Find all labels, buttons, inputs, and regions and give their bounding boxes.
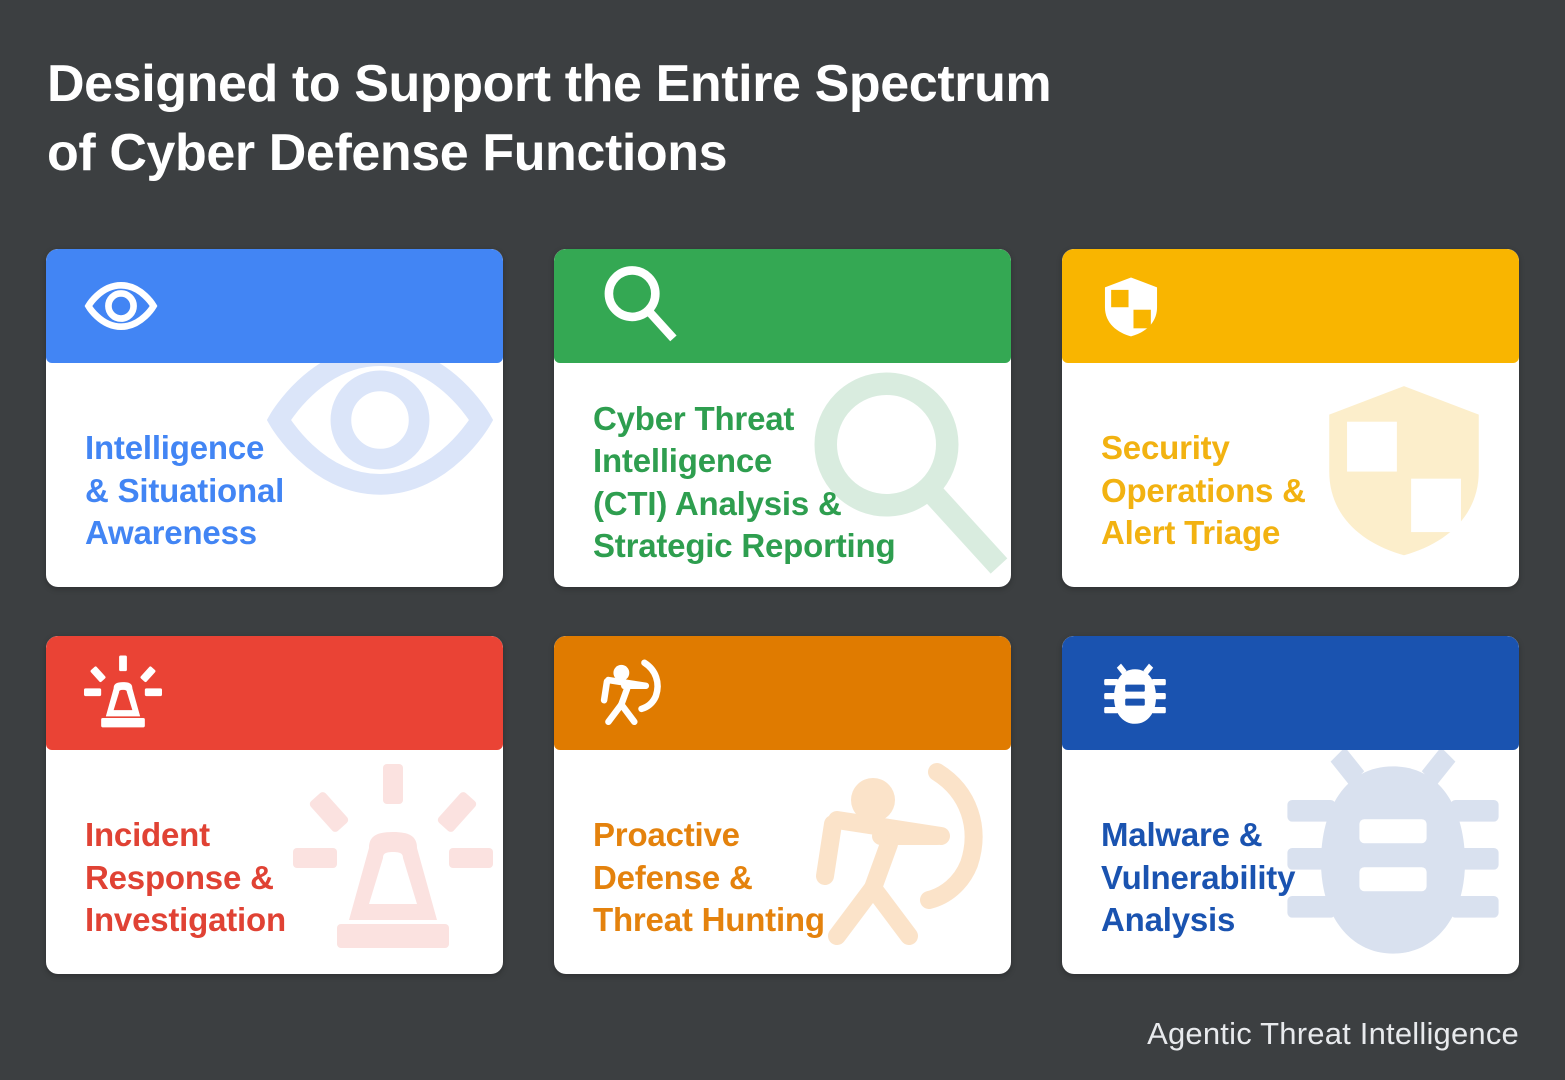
capability-card-grid: Intelligence & Situational Awareness	[46, 249, 1519, 974]
bug-icon	[1104, 663, 1166, 724]
card-title: Proactive Defense & Threat Hunting	[593, 814, 825, 941]
card-title-line: Strategic Reporting	[593, 526, 896, 564]
card-body: Intelligence & Situational Awareness	[46, 363, 503, 587]
card-title-line: Cyber Threat	[593, 400, 795, 438]
card-proactive-defense-threat-hunting[interactable]: Proactive Defense & Threat Hunting	[554, 636, 1011, 974]
card-body: Security Operations & Alert Triage	[1062, 363, 1519, 587]
card-title-line: Vulnerability	[1101, 858, 1296, 896]
card-title-line: & Situational	[85, 471, 285, 509]
eye-watermark-icon	[266, 363, 494, 495]
card-header	[1062, 249, 1519, 363]
card-body: Cyber Threat Intelligence (CTI) Analysis…	[554, 363, 1011, 587]
card-title: Incident Response & Investigation	[85, 814, 286, 941]
card-body: Malware & Vulnerability Analysis	[1062, 750, 1519, 974]
card-title-line: Intelligence	[593, 442, 773, 480]
siren-icon	[84, 655, 162, 728]
card-cyber-threat-intelligence[interactable]: Cyber Threat Intelligence (CTI) Analysis…	[554, 249, 1011, 587]
card-body: Proactive Defense & Threat Hunting	[554, 750, 1011, 974]
shield-watermark-icon	[1329, 386, 1479, 556]
magnifier-icon	[604, 265, 677, 342]
card-title-line: (CTI) Analysis &	[593, 484, 842, 522]
card-title: Security Operations & Alert Triage	[1101, 427, 1306, 554]
card-title-line: Response &	[85, 858, 274, 896]
card-title: Cyber Threat Intelligence (CTI) Analysis…	[593, 398, 896, 567]
siren-watermark-icon	[293, 764, 493, 948]
card-title-line: Incident	[85, 816, 210, 854]
card-incident-response-investigation[interactable]: Incident Response & Investigation	[46, 636, 503, 974]
card-title-line: Awareness	[85, 513, 257, 551]
page-title-line-2: of Cyber Defense Functions	[47, 123, 728, 182]
card-title-line: Defense &	[593, 858, 753, 896]
card-title: Intelligence & Situational Awareness	[85, 427, 284, 554]
card-header	[1062, 636, 1519, 750]
card-title-line: Malware &	[1101, 816, 1263, 854]
card-title-line: Intelligence	[85, 429, 265, 467]
card-header	[554, 636, 1011, 750]
card-title: Malware & Vulnerability Analysis	[1101, 814, 1295, 941]
card-security-operations-alert-triage[interactable]: Security Operations & Alert Triage	[1062, 249, 1519, 587]
card-malware-vulnerability-analysis[interactable]: Malware & Vulnerability Analysis	[1062, 636, 1519, 974]
card-title-line: Threat Hunting	[593, 900, 825, 938]
card-title-line: Alert Triage	[1101, 513, 1281, 551]
page-title-line-1: Designed to Support the Entire Spectrum	[47, 55, 1052, 113]
card-body: Incident Response & Investigation	[46, 750, 503, 974]
card-title-line: Analysis	[1101, 900, 1236, 938]
card-title-line: Proactive	[593, 816, 740, 854]
card-header	[46, 636, 503, 750]
card-intelligence-situational-awareness[interactable]: Intelligence & Situational Awareness	[46, 249, 503, 587]
archer-icon	[600, 659, 661, 726]
page-title: Designed to Support the Entire Spectrum …	[47, 50, 1347, 187]
card-header	[554, 249, 1011, 363]
card-title-line: Investigation	[85, 900, 286, 938]
archer-watermark-icon	[816, 763, 983, 945]
card-header	[46, 249, 503, 363]
eye-icon	[84, 281, 158, 331]
shield-icon	[1104, 277, 1158, 337]
footer-brand-label: Agentic Threat Intelligence	[1147, 1016, 1519, 1051]
card-title-line: Operations &	[1101, 471, 1306, 509]
card-title-line: Security	[1101, 429, 1230, 467]
bug-watermark-icon	[1287, 750, 1499, 954]
